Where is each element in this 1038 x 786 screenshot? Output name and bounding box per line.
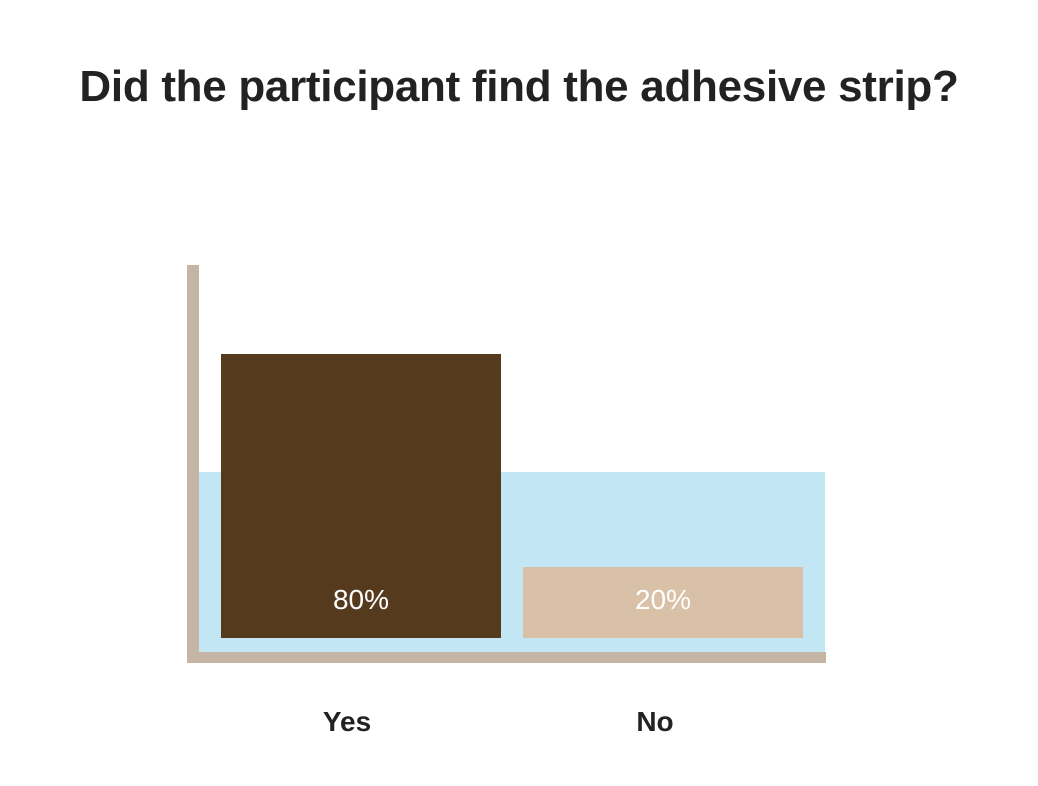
bar-no (523, 567, 803, 638)
x-axis (187, 652, 826, 663)
value-label-no: 20% (635, 584, 691, 615)
chart-title: Did the participant find the adhesive st… (79, 62, 959, 111)
category-label-yes: Yes (323, 706, 371, 737)
y-axis (187, 265, 199, 663)
value-label-yes: 80% (333, 584, 389, 615)
bars-group: 80% Yes 20% No (221, 354, 803, 737)
category-label-no: No (636, 706, 673, 737)
bar-yes (221, 354, 501, 638)
